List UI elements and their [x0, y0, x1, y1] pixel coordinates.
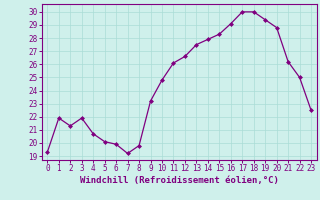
- X-axis label: Windchill (Refroidissement éolien,°C): Windchill (Refroidissement éolien,°C): [80, 176, 279, 185]
